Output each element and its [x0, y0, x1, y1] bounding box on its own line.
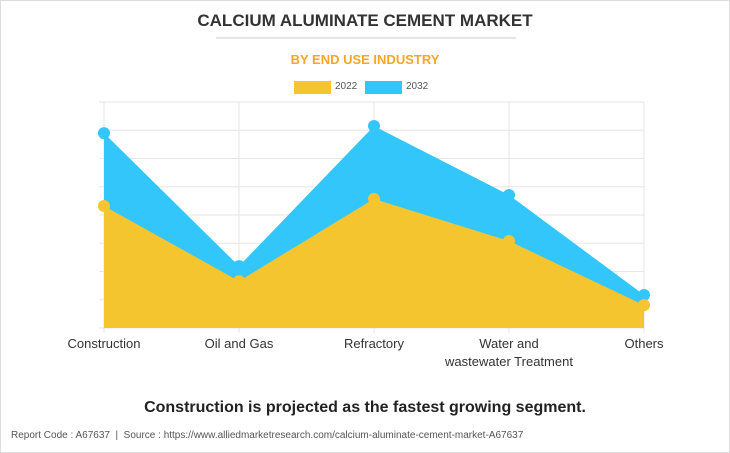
x-tick-label: Water and wastewater Treatment	[445, 336, 573, 369]
point	[233, 260, 245, 273]
point	[368, 120, 380, 133]
chart-subtitle: BY END USE INDUSTRY	[290, 52, 440, 67]
chart-title: CALCIUM ALUMINATE CEMENT MARKET	[197, 11, 533, 30]
point	[98, 127, 110, 140]
x-tick-label: Refractory	[344, 336, 404, 351]
point	[503, 188, 515, 201]
x-tick-label: Oil and Gas	[204, 336, 274, 351]
x-tick-label: Others	[624, 336, 664, 351]
point	[503, 234, 515, 247]
point	[368, 192, 380, 205]
point	[638, 288, 650, 301]
annotation: Construction is projected as the fastest…	[144, 399, 586, 416]
point	[98, 199, 110, 212]
point	[233, 275, 245, 288]
x-tick-label: Construction	[67, 336, 141, 351]
legend-swatch	[365, 81, 402, 94]
point	[638, 299, 650, 312]
footer: Report Code : A67637 | Source : https://…	[11, 430, 524, 441]
legend-label: 2032	[406, 81, 429, 92]
legend-label: 2022	[335, 81, 358, 92]
legend-swatch	[294, 81, 331, 94]
area	[104, 198, 644, 328]
